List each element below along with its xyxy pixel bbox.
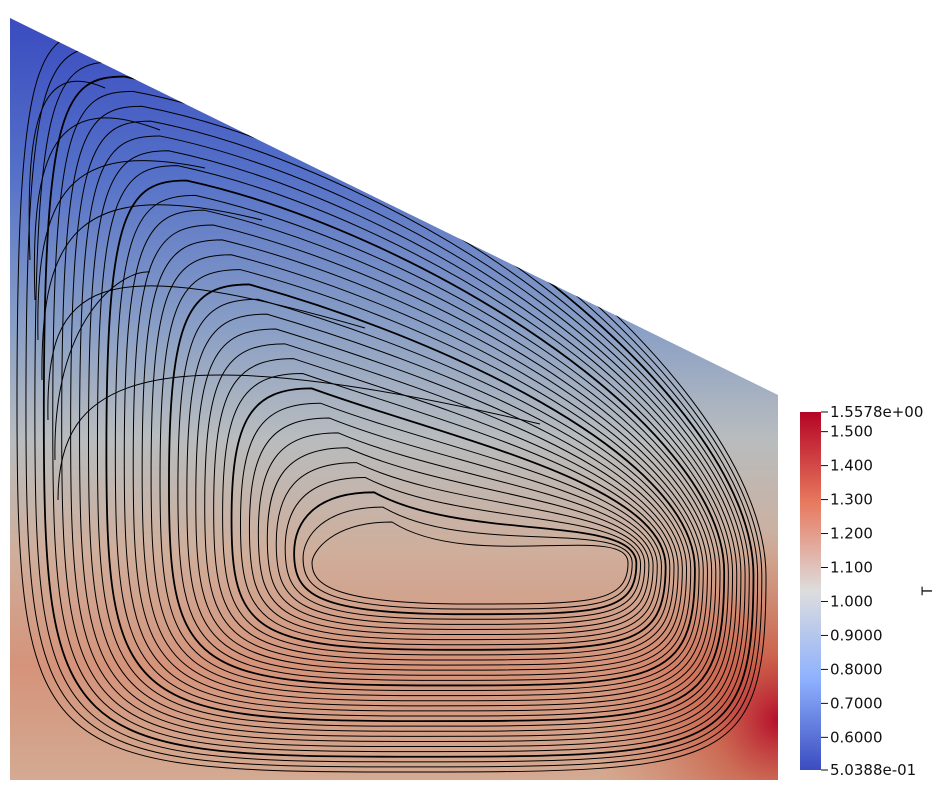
streamline: [266, 447, 650, 630]
streamline: [33, 117, 161, 301]
colorbar-tick-label: 0.6000: [830, 728, 883, 746]
colorbar-tick-label: 1.400: [830, 457, 873, 475]
streamlines: [16, 31, 767, 773]
streamline: [54, 271, 151, 461]
colorbar-gradient: [800, 412, 821, 770]
colorbar-min-label: 5.0388e-01: [830, 761, 916, 779]
streamline: [41, 204, 263, 381]
colorbar-tick-label: 0.9000: [830, 626, 883, 644]
streamline: [57, 374, 541, 501]
streamline: [177, 298, 692, 681]
streamline: [186, 313, 688, 676]
streamline: [79, 135, 738, 737]
streamline: [204, 343, 679, 666]
streamline: [311, 521, 629, 605]
streamline: [222, 373, 671, 656]
colorbar-tick-label: 0.8000: [830, 660, 883, 678]
colorbar: 1.500 1.400 1.300 1.200 1.100 1.000 0.9000 0.80…: [800, 403, 936, 779]
streamline: [88, 150, 734, 732]
colorbar-tick-label: 1.100: [830, 559, 873, 577]
streamline: [132, 224, 713, 707]
streamline: [168, 283, 696, 687]
streamline: [37, 160, 206, 341]
streamline: [123, 209, 717, 712]
colorbar-tick-label: 1.300: [830, 491, 873, 509]
colorbar-title: T: [920, 586, 936, 596]
streamline: [248, 417, 658, 641]
streamline: [213, 358, 675, 661]
streamline: [159, 269, 700, 692]
streamline: [96, 165, 729, 727]
streamline: [47, 285, 366, 421]
streamline: [141, 239, 708, 702]
colorbar-ticks: 1.500 1.400 1.300 1.200 1.100 1.000 0.9000 0.80…: [821, 423, 883, 746]
colorbar-max-label: 1.5578e+00: [830, 403, 923, 421]
streamline: [195, 328, 683, 671]
streamline: [293, 491, 638, 616]
colorbar-tick-label: 1.500: [830, 423, 873, 441]
streamline: [302, 506, 633, 610]
streamline: [275, 462, 646, 625]
streamline: [284, 476, 642, 620]
streamline: [114, 194, 721, 717]
streamline: [150, 254, 704, 697]
streamline: [257, 432, 654, 636]
streamline: [61, 105, 746, 748]
colorbar-tick-label: 1.200: [830, 525, 873, 543]
streamline: [28, 80, 106, 261]
streamline: [239, 402, 662, 646]
streamline: [105, 179, 726, 722]
colorbar-tick-label: 0.7000: [830, 694, 883, 712]
colorbar-tick-label: 1.000: [830, 592, 873, 610]
streamline: [230, 387, 667, 651]
streamline: [70, 120, 742, 742]
